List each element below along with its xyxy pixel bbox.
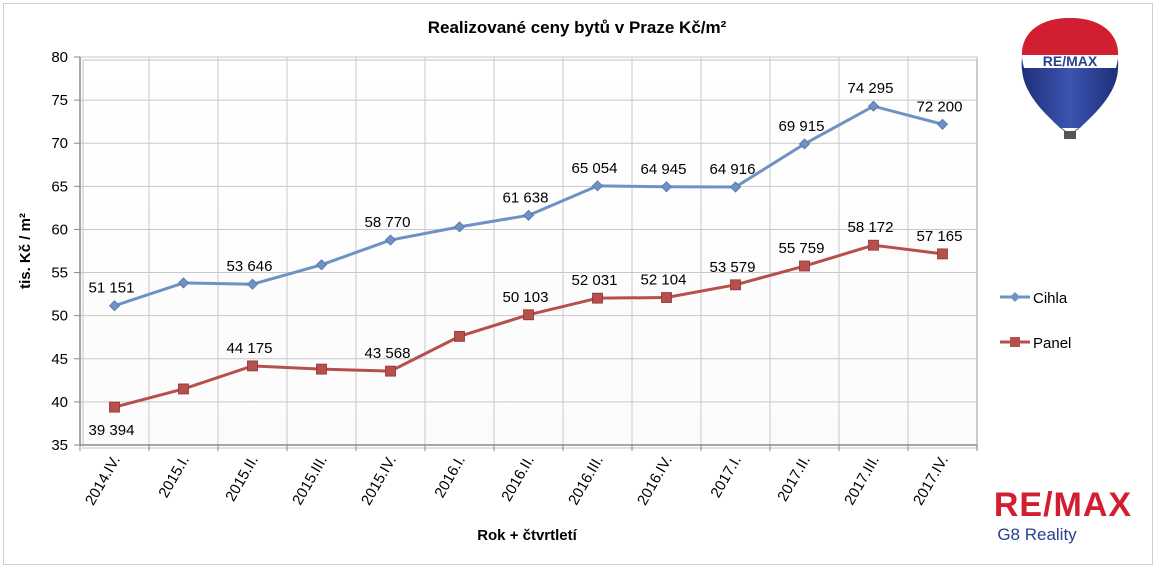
x-tick-label: 2014.IV.	[82, 453, 124, 509]
data-point	[867, 100, 880, 112]
data-point	[523, 309, 534, 321]
data-label: 53 646	[227, 258, 273, 275]
data-label: 52 104	[641, 272, 687, 289]
x-tick-label: 2016.I.	[431, 453, 469, 501]
chart-title: Realizované ceny bytů v Praze Kč/m²	[428, 18, 727, 37]
x-tick-label: 2015.II.	[222, 453, 262, 505]
data-label: 58 770	[365, 214, 411, 231]
data-point	[661, 292, 672, 303]
data-labels: 51 151 53 646 58 770 61 638 65 054 64 945 64 9…	[89, 80, 963, 439]
y-tick-label: 45	[51, 351, 68, 368]
data-point	[177, 277, 190, 289]
data-label: 50 103	[503, 289, 549, 306]
data-point	[660, 181, 673, 193]
data-label: 64 945	[641, 161, 687, 178]
x-tick-label: 2015.III.	[289, 453, 331, 508]
series-cihla	[108, 100, 949, 312]
data-point	[453, 221, 466, 233]
data-point	[315, 259, 328, 271]
remax-logo-subtitle: G8 Reality	[997, 525, 1077, 544]
data-point	[454, 330, 465, 342]
gridlines	[80, 56, 977, 446]
y-tick-label: 80	[51, 49, 68, 66]
data-label: 69 915	[779, 118, 825, 135]
data-label: 57 165	[917, 228, 963, 245]
data-point	[522, 209, 535, 221]
data-point	[178, 383, 189, 395]
remax-balloon-logo: RE/MAX	[1021, 18, 1119, 139]
series-layer	[108, 100, 949, 413]
data-label: 58 172	[848, 219, 894, 236]
data-point	[384, 234, 397, 246]
x-tick-label: 2015.I.	[155, 453, 193, 501]
data-point	[730, 279, 741, 291]
balloon-white-band	[1022, 55, 1118, 68]
data-point	[246, 278, 259, 290]
series-panel	[109, 239, 948, 413]
data-label: 52 031	[572, 272, 618, 289]
legend-marker	[1010, 292, 1020, 302]
data-point	[591, 180, 604, 192]
data-label: 61 638	[503, 189, 549, 206]
data-label: 51 151	[89, 280, 135, 297]
y-tick-label: 60	[51, 221, 68, 238]
y-tick-label: 40	[51, 394, 68, 411]
legend-label: Cihla	[1033, 290, 1068, 307]
data-point	[108, 300, 121, 312]
balloon-text: RE/MAX	[1043, 53, 1098, 69]
balloon-basket	[1064, 131, 1076, 139]
x-tick-label: 2017.IV.	[910, 453, 952, 509]
x-tick-label: 2016.III.	[565, 453, 607, 508]
legend: Cihla Panel	[1000, 290, 1071, 352]
data-label: 65 054	[572, 160, 618, 177]
legend-item-panel: Panel	[1000, 335, 1071, 352]
y-axis: 35 40 45 50 55 60 65 70 75 80	[51, 49, 81, 454]
remax-logo-text: RE/MAX	[994, 486, 1132, 524]
x-tick-label: 2017.II.	[774, 453, 814, 505]
y-tick-label: 75	[51, 92, 68, 109]
data-label: 55 759	[779, 240, 825, 257]
x-axis-title: Rok + čtvrtletí	[477, 527, 577, 544]
data-point	[798, 138, 811, 150]
x-tick-label: 2015.IV.	[358, 453, 400, 509]
x-tick-label: 2017.I.	[707, 453, 745, 501]
legend-item-cihla: Cihla	[1000, 290, 1068, 307]
plot-shadow	[82, 59, 978, 449]
y-tick-label: 65	[51, 178, 68, 195]
y-tick-label: 55	[51, 265, 68, 282]
data-point	[937, 248, 948, 260]
x-axis: 2014.IV. 2015.I. 2015.II. 2015.III. 2015.IV.…	[79, 444, 978, 509]
data-label: 44 175	[227, 340, 273, 357]
y-tick-label: 50	[51, 308, 68, 325]
x-tick-label: 2016.II.	[498, 453, 538, 505]
data-label: 39 394	[89, 422, 135, 439]
data-point	[868, 239, 879, 251]
data-point	[385, 365, 396, 377]
data-label: 74 295	[848, 80, 894, 97]
plot-background	[79, 56, 978, 446]
plot-area	[79, 56, 978, 449]
y-axis-title: tis. Kč / m²	[17, 213, 34, 289]
data-point	[247, 360, 258, 372]
x-tick-label: 2016.IV.	[634, 453, 676, 509]
legend-label: Panel	[1033, 335, 1071, 352]
data-label: 53 579	[710, 259, 756, 276]
data-point	[592, 292, 603, 304]
data-label: 72 200	[917, 98, 963, 115]
data-label: 64 916	[710, 161, 756, 178]
data-point	[729, 181, 742, 193]
data-point	[799, 260, 810, 272]
legend-marker	[1010, 337, 1020, 347]
balloon-red-band	[1021, 18, 1119, 55]
data-point	[316, 363, 327, 375]
y-tick-label: 35	[51, 437, 68, 454]
data-point	[936, 118, 949, 130]
data-label: 43 568	[365, 345, 411, 362]
y-tick-label: 70	[51, 135, 68, 152]
data-point	[109, 401, 120, 413]
x-tick-label: 2017.III.	[841, 453, 883, 508]
